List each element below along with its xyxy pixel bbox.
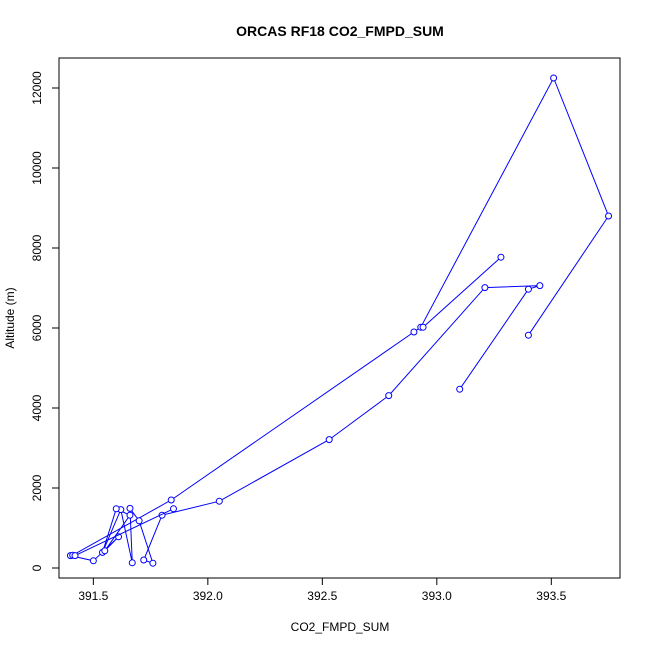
data-point bbox=[524, 331, 532, 339]
x-tick-label: 392.0 bbox=[193, 589, 223, 603]
y-tick-label: 6000 bbox=[30, 314, 44, 341]
data-point bbox=[169, 505, 177, 513]
data-point bbox=[149, 559, 157, 567]
data-point bbox=[550, 74, 558, 82]
plot-frame bbox=[58, 57, 621, 579]
data-point bbox=[419, 323, 427, 331]
y-tick-label: 4000 bbox=[30, 394, 44, 421]
data-point bbox=[71, 552, 79, 560]
data-point bbox=[215, 497, 223, 505]
data-point bbox=[524, 285, 532, 293]
data-point bbox=[481, 284, 489, 292]
y-tick-label: 0 bbox=[30, 564, 44, 571]
series-line bbox=[74, 508, 174, 557]
x-tick-label: 392.5 bbox=[307, 589, 337, 603]
data-point bbox=[605, 212, 613, 220]
data-point bbox=[167, 496, 175, 504]
x-tick-label: 393.0 bbox=[422, 589, 452, 603]
data-point bbox=[128, 559, 136, 567]
data-point bbox=[410, 328, 418, 336]
x-axis: 391.5 392.0 392.5 393.0 393.5 bbox=[78, 578, 567, 603]
y-tick-label: 2000 bbox=[30, 474, 44, 501]
data-point bbox=[101, 547, 109, 555]
data-point bbox=[89, 557, 97, 565]
series-line bbox=[70, 76, 610, 565]
data-point bbox=[135, 517, 143, 525]
data-point bbox=[126, 511, 134, 519]
data-series bbox=[419, 253, 505, 331]
data-series bbox=[71, 505, 177, 560]
data-series bbox=[66, 74, 613, 567]
data-point bbox=[126, 504, 134, 512]
data-point bbox=[140, 556, 148, 564]
data-point bbox=[497, 253, 505, 261]
y-tick-label: 10000 bbox=[30, 151, 44, 185]
y-tick-label: 12000 bbox=[30, 71, 44, 105]
x-tick-label: 391.5 bbox=[78, 589, 108, 603]
x-axis-label: CO2_FMPD_SUM bbox=[291, 620, 390, 634]
y-axis-label: Altitude (m) bbox=[3, 287, 17, 348]
data-point bbox=[112, 505, 120, 513]
data-point bbox=[536, 282, 544, 290]
chart-title: ORCAS RF18 CO2_FMPD_SUM bbox=[236, 23, 444, 39]
data-point bbox=[385, 392, 393, 400]
data-point bbox=[325, 436, 333, 444]
data-point bbox=[456, 385, 464, 393]
series-line bbox=[422, 256, 502, 328]
series-layer bbox=[66, 74, 613, 567]
y-axis: 0 2000 4000 6000 8000 10000 12000 bbox=[30, 71, 59, 571]
y-tick-label: 8000 bbox=[30, 234, 44, 261]
x-tick-label: 393.5 bbox=[536, 589, 566, 603]
